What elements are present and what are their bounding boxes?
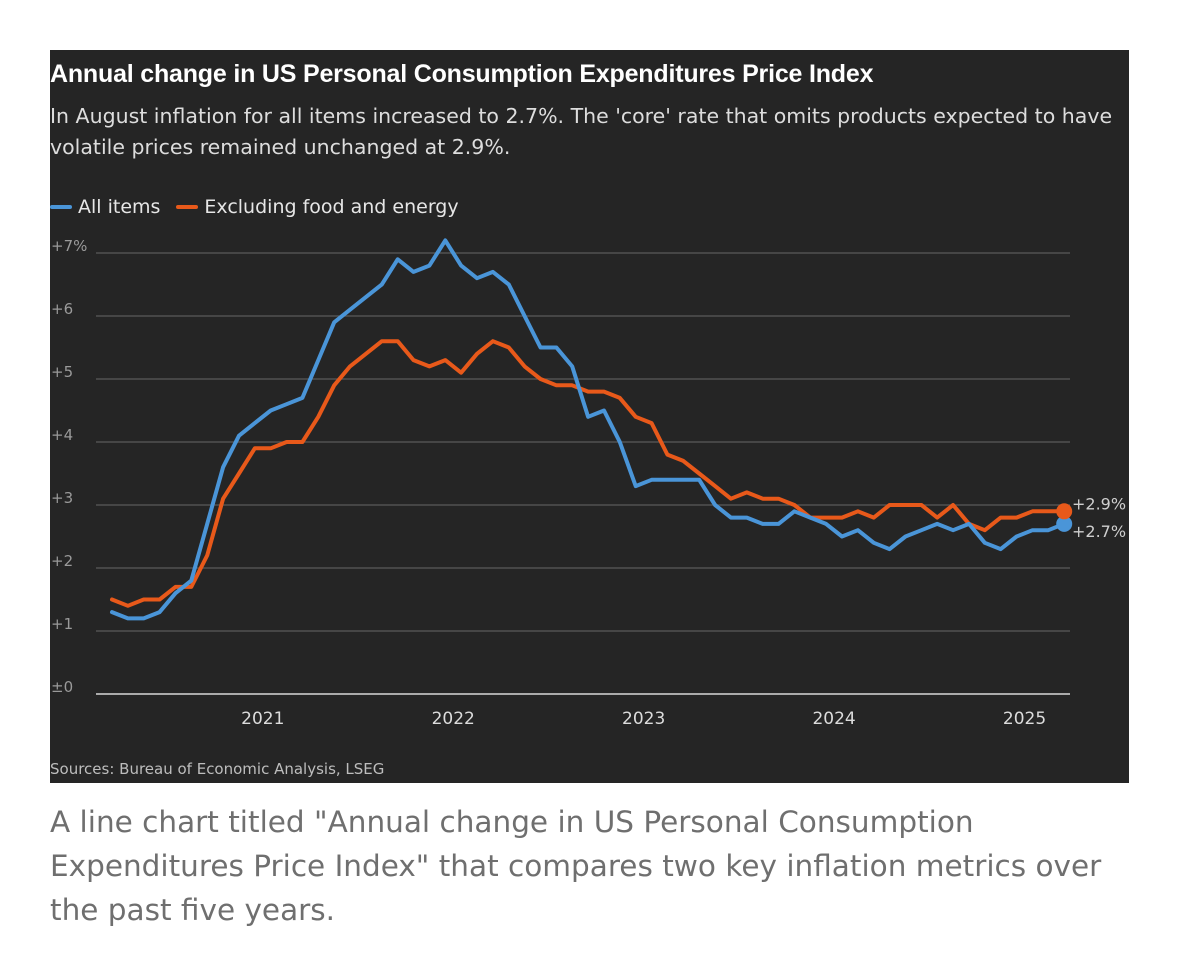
chart-title: Annual change in US Personal Consumption…: [50, 60, 874, 88]
y-tick-label: +3: [51, 489, 73, 507]
x-tick-label: 2024: [812, 709, 855, 729]
x-tick-label: 2023: [622, 709, 665, 729]
end-label-core: +2.9%: [1072, 494, 1126, 513]
y-tick-label: +5: [51, 363, 73, 381]
end-label-all-items: +2.7%: [1072, 522, 1126, 541]
y-tick-label: +1: [51, 615, 73, 633]
legend-item-core: Excluding food and energy: [176, 196, 459, 218]
y-tick-label: ±0: [51, 678, 73, 696]
chart-subtitle: In August inflation for all items increa…: [50, 104, 1113, 159]
end-marker-core: [1056, 503, 1073, 520]
legend-label-core: Excluding food and energy: [204, 196, 459, 218]
end-marker-all-items: [1056, 515, 1073, 532]
series-line-all-items: [110, 238, 1067, 621]
y-tick-label: +7%: [51, 237, 87, 255]
chart-source: Sources: Bureau of Economic Analysis, LS…: [50, 760, 385, 778]
legend-swatch-core: [176, 205, 199, 209]
series-line-core: [110, 339, 1067, 608]
x-tick-label: 2021: [241, 709, 284, 729]
legend-item-all-items: All items: [50, 196, 160, 218]
image-caption: A line chart titled "Annual change in US…: [50, 805, 1102, 927]
y-tick-label: +6: [51, 300, 73, 318]
legend-label-all-items: All items: [78, 196, 161, 218]
y-tick-label: +2: [51, 552, 73, 570]
legend-swatch-all-items: [50, 205, 72, 209]
y-tick-label: +4: [51, 426, 73, 444]
x-tick-label: 2022: [432, 709, 475, 729]
x-tick-label: 2025: [1003, 709, 1046, 729]
chart-legend: All items Excluding food and energy: [50, 194, 475, 220]
